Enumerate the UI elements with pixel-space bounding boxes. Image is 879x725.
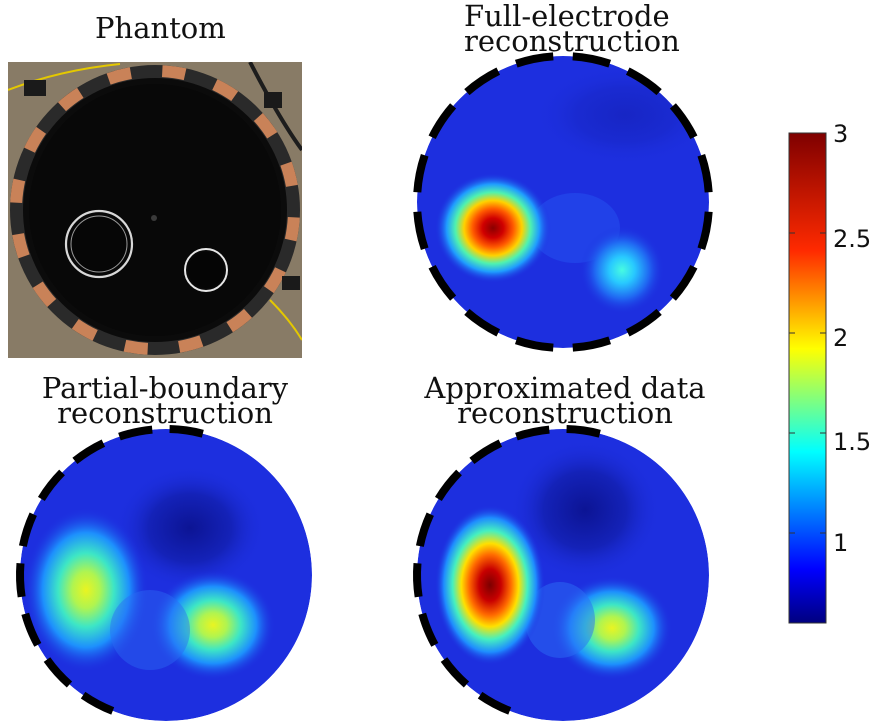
electrode	[514, 336, 554, 352]
copper-electrode	[71, 318, 98, 341]
full-electrode-title: Full-electrode reconstruction	[464, 0, 680, 58]
copper-electrode	[32, 281, 57, 308]
electrode	[697, 153, 713, 193]
copper-electrode	[284, 216, 300, 242]
copper-electrode	[161, 65, 187, 81]
electrode	[464, 308, 501, 337]
electrode	[572, 336, 612, 352]
colorbar	[788, 132, 827, 624]
electrode	[514, 52, 554, 68]
copper-electrode	[123, 339, 149, 355]
electrode	[413, 562, 423, 598]
copper-electrode	[10, 178, 26, 204]
copper-electrode	[24, 126, 47, 153]
electrode	[515, 425, 550, 441]
colorbar-label-2: 2	[833, 324, 849, 352]
copper-electrode	[106, 67, 132, 85]
electrode	[415, 512, 434, 548]
electrode	[16, 562, 26, 598]
copper-electrode	[12, 233, 30, 259]
electrode	[418, 612, 439, 647]
electrode	[572, 52, 612, 68]
approximated-data-title: Approximated data reconstruction	[424, 371, 706, 430]
electrodes-partial	[16, 425, 204, 715]
electrode	[72, 439, 106, 465]
electrode	[697, 211, 713, 251]
colorbar-label-1: 1	[833, 529, 849, 557]
electrode	[469, 439, 503, 465]
copper-electrode	[253, 112, 278, 139]
electrode	[169, 425, 204, 438]
electrode	[118, 425, 153, 441]
electrodes-approx	[413, 425, 601, 715]
copper-electrodes	[10, 65, 300, 355]
electrode	[625, 67, 662, 96]
electrode	[428, 264, 457, 301]
electrode	[669, 264, 698, 301]
colorbar-label-1-5: 1.5	[833, 428, 872, 456]
copper-electrode	[57, 87, 84, 112]
electrode	[18, 512, 37, 548]
electrode	[80, 691, 115, 715]
electrode	[413, 153, 429, 193]
copper-electrode	[226, 308, 253, 333]
electrode	[477, 691, 512, 715]
electrode	[669, 103, 698, 140]
phantom-title: Phantom	[95, 11, 226, 45]
electrode	[434, 469, 462, 502]
electrode	[21, 612, 42, 647]
colorbar-ticks	[789, 132, 826, 534]
electrode	[625, 308, 662, 337]
phantom-photo	[8, 62, 302, 358]
copper-electrode	[178, 335, 204, 353]
electrode	[43, 657, 73, 688]
colorbar-label-2-5: 2.5	[833, 225, 872, 253]
electrode	[464, 67, 501, 96]
electrode	[413, 211, 429, 251]
partial-boundary-reconstruction	[16, 425, 312, 721]
colorbar-label-3: 3	[833, 120, 849, 148]
copper-electrode	[263, 267, 286, 294]
electrode	[566, 425, 601, 438]
copper-electrode	[280, 161, 298, 187]
electrode	[37, 469, 65, 502]
copper-electrode	[212, 79, 239, 102]
electrode	[428, 103, 457, 140]
approximated-data-reconstruction	[413, 425, 709, 721]
full-electrode-reconstruction	[413, 52, 713, 352]
electrode	[440, 657, 470, 688]
partial-boundary-title: Partial-boundary reconstruction	[41, 371, 289, 430]
electrodes-full	[413, 52, 713, 352]
